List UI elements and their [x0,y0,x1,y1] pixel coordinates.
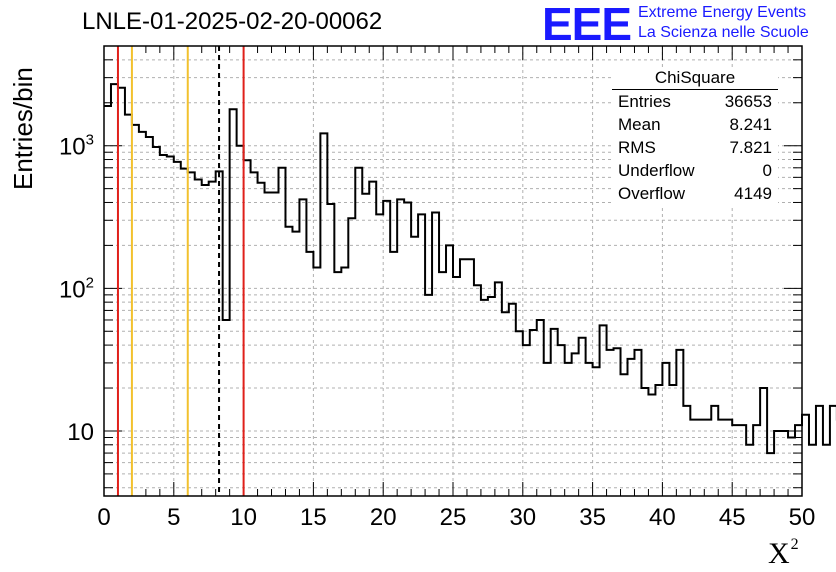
x-tick-label: 45 [719,504,746,531]
logo-line-2: La Scienza nelle Scuole [638,24,809,41]
stats-row-rms: RMS 7.821 [612,138,778,161]
eee-logo: EEE [542,0,632,50]
x-tick-label: 40 [649,504,676,531]
stats-value: 0 [762,161,772,180]
chart-title: LNLE-01-2025-02-20-00062 [82,8,383,35]
stats-value: 36653 [724,92,772,111]
stats-row-underflow: Underflow 0 [612,161,778,184]
stats-label: Underflow [618,161,695,180]
y-tick-label: 102 [59,274,94,303]
x-axis-label-superscript: 2 [790,536,799,553]
x-tick-label: 20 [370,504,397,531]
stats-title: ChiSquare [612,68,778,90]
y-tick-label: 10 [67,419,94,446]
stats-label: Entries [618,92,671,111]
stats-row-mean: Mean 8.241 [612,115,778,138]
x-tick-label: 25 [440,504,467,531]
stats-box: ChiSquare Entries 36653 Mean 8.241 RMS 7.82… [612,68,778,207]
stats-label: Overflow [618,184,686,203]
logo-line-1: Extreme Energy Events [638,4,807,21]
stats-value: 4149 [734,184,772,203]
x-tick-label: 50 [789,504,816,531]
stats-row-overflow: Overflow 4149 [612,184,778,207]
x-tick-label: 15 [300,504,327,531]
stats-value: 7.821 [729,138,772,157]
x-axis-label-base: X [768,537,790,570]
y-tick-label: 103 [59,132,94,161]
stats-label: RMS [618,138,656,157]
stats-row-entries: Entries 36653 [612,92,778,115]
stats-label: Mean [618,115,661,134]
x-tick-label: 35 [579,504,606,531]
x-tick-label: 0 [97,504,110,531]
stats-value: 8.241 [729,115,772,134]
x-axis-label: X2 [768,536,799,571]
x-tick-label: 30 [509,504,536,531]
x-tick-label: 10 [230,504,257,531]
plot-frame [103,45,803,497]
x-tick-label: 5 [167,504,180,531]
